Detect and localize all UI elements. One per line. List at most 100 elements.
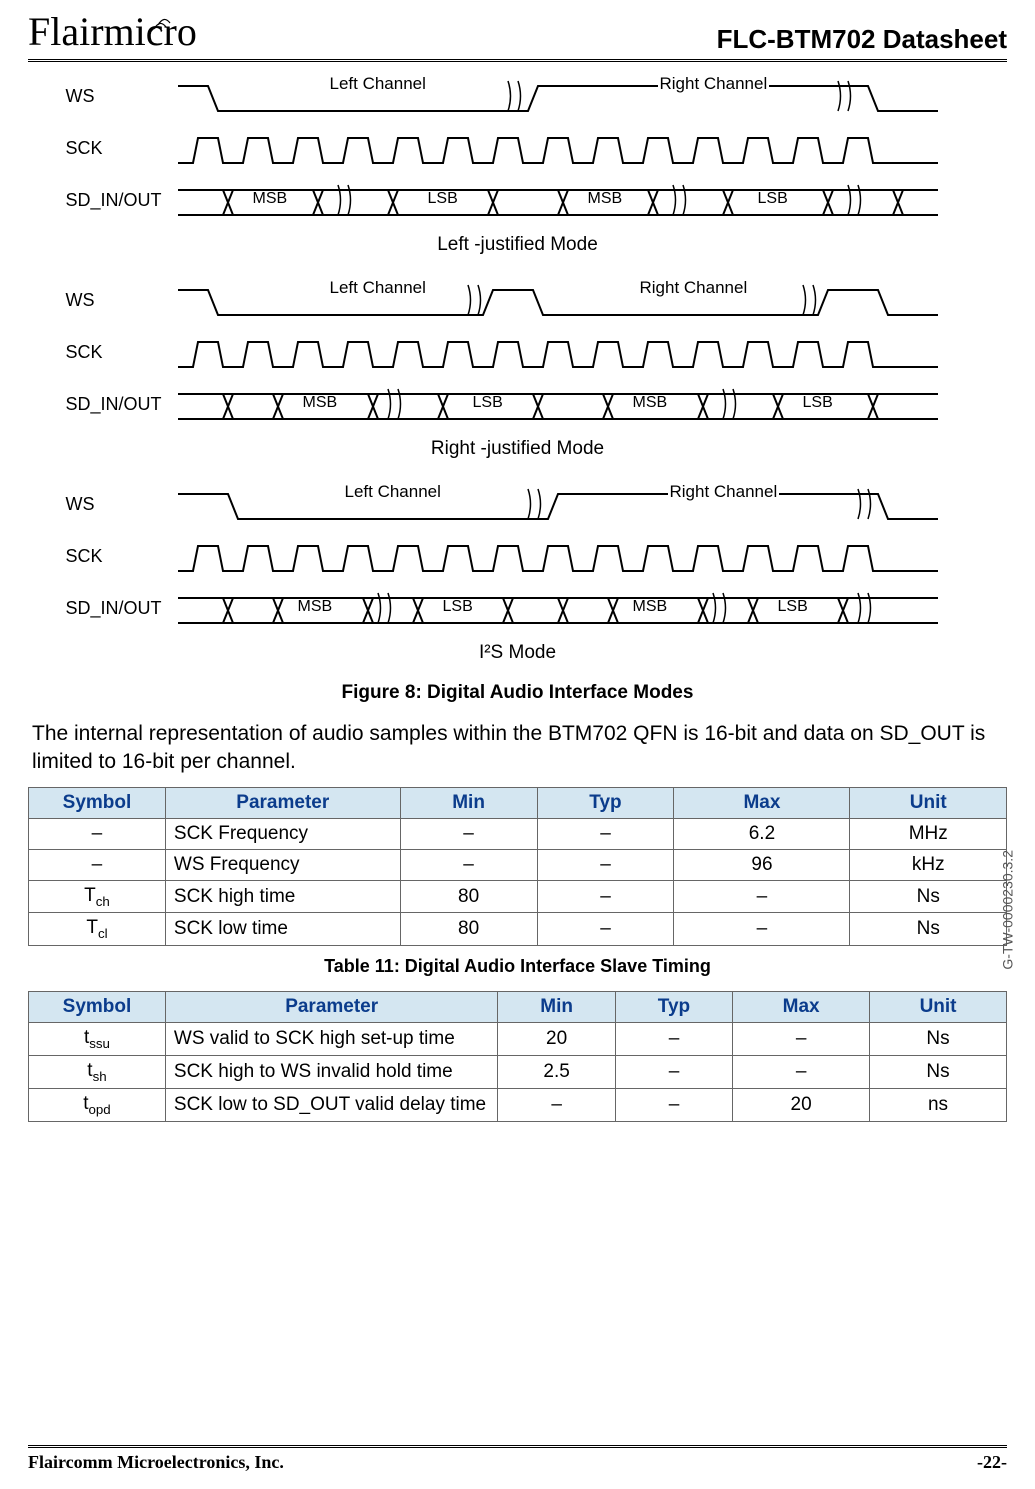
signal-label: SD_IN/OUT [58,394,178,415]
figure-area: WS Left Channel Right Channel SCK SD_IN/… [58,70,978,664]
figure-caption: Figure 8: Digital Audio Interface Modes [28,682,1007,704]
signal-row-ws: WS Left Channel Right Channel [58,70,978,122]
signal-label: SD_IN/OUT [58,598,178,619]
table-header-cell: Unit [850,787,1007,818]
cell-symbol: topd [29,1088,166,1121]
cell-typ: – [537,880,674,913]
cell-min: – [400,818,537,849]
cell-typ: – [537,913,674,946]
label-msb: MSB [633,598,668,616]
cell-max: – [674,880,850,913]
footer-page-number: -22- [977,1452,1007,1473]
table-header-cell: Max [674,787,850,818]
label-left-channel: Left Channel [328,74,428,94]
footer-company: Flaircomm Microelectronics, Inc. [28,1452,284,1473]
cell-symbol: – [29,849,166,880]
mode-caption: Right -justified Mode [58,438,978,460]
page-footer: Flaircomm Microelectronics, Inc. -22- [28,1445,1007,1473]
cell-typ: – [615,1056,732,1089]
table-header-cell: Typ [537,787,674,818]
signal-row-sd: SD_IN/OUT MSB [58,174,978,226]
mode-caption: I²S Mode [58,642,978,664]
label-lsb: LSB [803,394,833,412]
table-caption: Table 11: Digital Audio Interface Slave … [28,956,1007,977]
table-header-cell: Min [498,992,615,1023]
cell-symbol: tssu [29,1023,166,1056]
cell-typ: – [537,849,674,880]
cell-unit: MHz [850,818,1007,849]
signal-label: WS [58,86,178,107]
timing-block-left-justified: WS Left Channel Right Channel SCK SD_IN/… [58,70,978,256]
label-right-channel: Right Channel [668,482,780,502]
label-lsb: LSB [428,190,458,208]
label-lsb: LSB [758,190,788,208]
table-row: tssuWS valid to SCK high set-up time20––… [29,1023,1007,1056]
cell-symbol: Tch [29,880,166,913]
table-row: TclSCK low time80––Ns [29,913,1007,946]
cell-max: 96 [674,849,850,880]
cell-min: – [400,849,537,880]
table-header-cell: Min [400,787,537,818]
cell-parameter: WS valid to SCK high set-up time [165,1023,498,1056]
logo-wave-icon [148,0,182,47]
label-msb: MSB [303,394,338,412]
body-paragraph: The internal representation of audio sam… [32,720,1003,777]
label-lsb: LSB [778,598,808,616]
table-slave-timing-2: SymbolParameterMinTypMaxUnit tssuWS vali… [28,991,1007,1121]
table-header-cell: Parameter [165,992,498,1023]
table-row: topdSCK low to SD_OUT valid delay time––… [29,1088,1007,1121]
cell-unit: kHz [850,849,1007,880]
cell-parameter: SCK high time [165,880,400,913]
signal-label: WS [58,290,178,311]
cell-unit: Ns [870,1056,1007,1089]
document-title: FLC-BTM702 Datasheet [717,24,1007,55]
label-msb: MSB [253,190,288,208]
signal-row-sck: SCK [58,530,978,582]
cell-typ: – [537,818,674,849]
cell-symbol: Tcl [29,913,166,946]
table-header-cell: Symbol [29,992,166,1023]
signal-label: WS [58,494,178,515]
signal-row-ws: WS Left Channel Right Channel [58,274,978,326]
table-row: TchSCK high time80––Ns [29,880,1007,913]
cell-max: 20 [733,1088,870,1121]
cell-unit: ns [870,1088,1007,1121]
cell-min: 80 [400,913,537,946]
cell-parameter: WS Frequency [165,849,400,880]
mode-caption: Left -justified Mode [58,234,978,256]
cell-parameter: SCK low to SD_OUT valid delay time [165,1088,498,1121]
cell-typ: – [615,1088,732,1121]
label-msb: MSB [633,394,668,412]
label-msb: MSB [298,598,333,616]
cell-unit: Ns [870,1023,1007,1056]
label-right-channel: Right Channel [638,278,750,298]
table-row: tshSCK high to WS invalid hold time2.5––… [29,1056,1007,1089]
signal-label: SCK [58,138,178,159]
timing-block-right-justified: WS Left Channel Right Channel SCK SD_IN/… [58,274,978,460]
signal-row-sck: SCK [58,326,978,378]
table-row: –WS Frequency––96kHz [29,849,1007,880]
cell-parameter: SCK Frequency [165,818,400,849]
cell-typ: – [615,1023,732,1056]
table-header-cell: Max [733,992,870,1023]
signal-label: SCK [58,546,178,567]
company-logo: Flairmicro [28,8,197,55]
cell-parameter: SCK low time [165,913,400,946]
cell-max: 6.2 [674,818,850,849]
label-right-channel: Right Channel [658,74,770,94]
table-header-cell: Parameter [165,787,400,818]
cell-min: 20 [498,1023,615,1056]
table-header-cell: Unit [870,992,1007,1023]
table-row: –SCK Frequency––6.2MHz [29,818,1007,849]
signal-row-sck: SCK [58,122,978,174]
table-slave-timing-1: SymbolParameterMinTypMaxUnit –SCK Freque… [28,787,1007,947]
timing-block-i2s: WS Left Channel Right Channel SCK SD_IN/… [58,478,978,664]
cell-symbol: – [29,818,166,849]
label-msb: MSB [588,190,623,208]
cell-min: – [498,1088,615,1121]
cell-max: – [674,913,850,946]
figure-ref-code: G-TW-0000230.3.2 [1000,850,1016,970]
cell-min: 80 [400,880,537,913]
label-lsb: LSB [443,598,473,616]
cell-max: – [733,1023,870,1056]
